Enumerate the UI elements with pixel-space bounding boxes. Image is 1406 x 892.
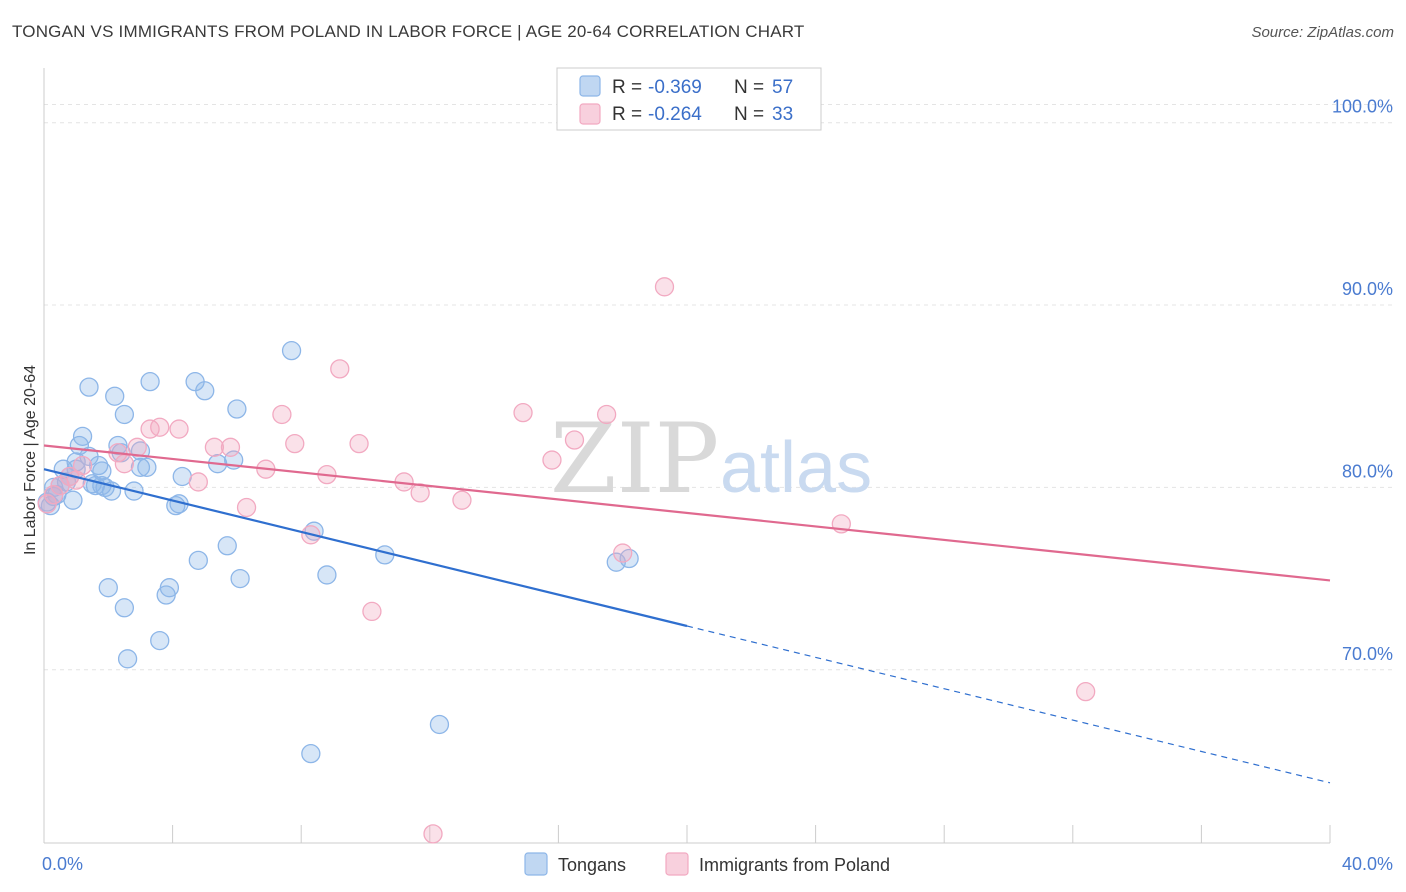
point-tongans-23 [114, 404, 135, 425]
stats-n-value-poland: 33 [772, 104, 793, 125]
legend-label-tongans: Tongans [558, 855, 626, 875]
point-poland-27 [452, 490, 472, 510]
point-poland-7 [114, 454, 135, 474]
point-poland-5 [72, 455, 93, 476]
legend-label-poland: Immigrants from Poland [699, 855, 890, 875]
source-label: Source: ZipAtlas.com [1251, 24, 1394, 41]
point-tongans-41 [230, 568, 250, 589]
point-tongans-40 [227, 399, 247, 419]
point-tongans-19 [105, 386, 125, 406]
point-tongans-6 [63, 490, 83, 510]
point-tongans-33 [172, 466, 192, 487]
point-tongans-36 [195, 381, 215, 401]
point-poland-11 [169, 419, 189, 439]
y-tick-label-3: 70.0% [1342, 644, 1393, 664]
point-poland-21 [330, 359, 350, 379]
series-legend: Tongans Immigrants from Poland [524, 852, 890, 876]
point-tongans-43 [301, 743, 321, 764]
stats-swatch-poland [579, 103, 601, 125]
stats-r-label-tongans: R = [612, 77, 642, 98]
point-poland-30 [564, 430, 585, 450]
point-poland-14 [220, 437, 241, 457]
data-points [37, 277, 1096, 844]
point-poland-31 [596, 404, 617, 425]
trend-line-tongans [43, 468, 688, 628]
point-tongans-47 [429, 714, 450, 735]
point-tongans-28 [150, 630, 170, 651]
point-tongans-42 [281, 340, 302, 361]
trend-line-poland [43, 444, 1331, 582]
trend-lines [43, 444, 1331, 784]
point-tongans-50 [40, 495, 61, 516]
chart-title: TONGAN VS IMMIGRANTS FROM POLAND IN LABO… [12, 22, 805, 41]
point-tongans-26 [137, 457, 157, 478]
y-axis-label: In Labor Force | Age 20-64 [22, 365, 39, 555]
tick-labels: 100.0% 90.0% 80.0% 70.0% 0.0% 40.0% [42, 97, 1393, 874]
point-tongans-24 [117, 649, 138, 669]
point-tongans-14 [89, 455, 109, 476]
stats-swatch-tongans [579, 75, 601, 97]
legend-swatch-tongans [524, 852, 548, 876]
point-poland-13 [204, 437, 225, 457]
point-tongans-35 [188, 550, 208, 571]
point-tongans-25 [130, 457, 151, 478]
x-tick-label-0: 0.0% [42, 854, 83, 874]
stats-r-label-poland: R = [612, 104, 642, 125]
point-poland-12 [188, 472, 208, 492]
stats-n-value-tongans: 57 [772, 77, 793, 98]
trend-extension-tongans [686, 625, 1331, 784]
axes [43, 68, 1331, 844]
point-tongans-17 [98, 578, 118, 598]
point-tongans-9 [72, 426, 93, 447]
point-poland-33 [654, 277, 675, 297]
stats-r-value-poland: -0.264 [648, 104, 702, 125]
point-tongans-45 [317, 565, 337, 585]
stats-n-label-tongans: N = [734, 77, 764, 98]
y-tick-label-2: 80.0% [1342, 461, 1393, 481]
point-poland-28 [513, 402, 533, 423]
point-tongans-22 [114, 598, 135, 618]
point-poland-10 [150, 417, 170, 437]
point-tongans-15 [92, 461, 112, 481]
watermark: ZIP atlas [550, 403, 872, 515]
stats-legend: R = -0.369 N = 57 R = -0.264 N = 33 [556, 67, 822, 131]
point-tongans-38 [217, 536, 237, 556]
watermark-atlas: atlas [720, 428, 872, 508]
point-poland-26 [423, 824, 443, 844]
stats-legend-frame [556, 67, 822, 131]
point-poland-32 [613, 543, 633, 563]
point-tongans-11 [79, 377, 99, 397]
point-poland-22 [349, 433, 369, 454]
point-poland-29 [542, 450, 562, 470]
point-poland-17 [272, 404, 292, 425]
y-tick-label-0: 100.0% [1332, 97, 1393, 117]
point-poland-23 [362, 601, 382, 622]
x-tick-label-1: 40.0% [1342, 854, 1393, 874]
point-tongans-27 [140, 371, 160, 392]
point-poland-35 [1076, 681, 1096, 702]
legend-swatch-poland [665, 852, 689, 876]
point-tongans-30 [159, 578, 180, 598]
point-poland-18 [285, 433, 305, 454]
y-tick-label-1: 90.0% [1342, 279, 1393, 299]
watermark-zip: ZIP [550, 403, 719, 515]
point-poland-15 [236, 497, 257, 518]
stats-r-value-tongans: -0.369 [648, 77, 702, 98]
point-poland-9 [140, 419, 160, 439]
stats-n-label-poland: N = [734, 104, 764, 125]
